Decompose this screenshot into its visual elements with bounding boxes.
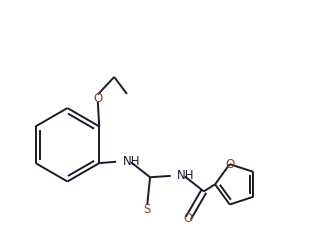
Text: O: O	[184, 212, 193, 225]
Text: S: S	[144, 203, 151, 216]
Text: O: O	[93, 92, 102, 105]
Text: NH: NH	[177, 169, 194, 182]
Text: O: O	[225, 158, 234, 171]
Text: NH: NH	[123, 155, 141, 168]
